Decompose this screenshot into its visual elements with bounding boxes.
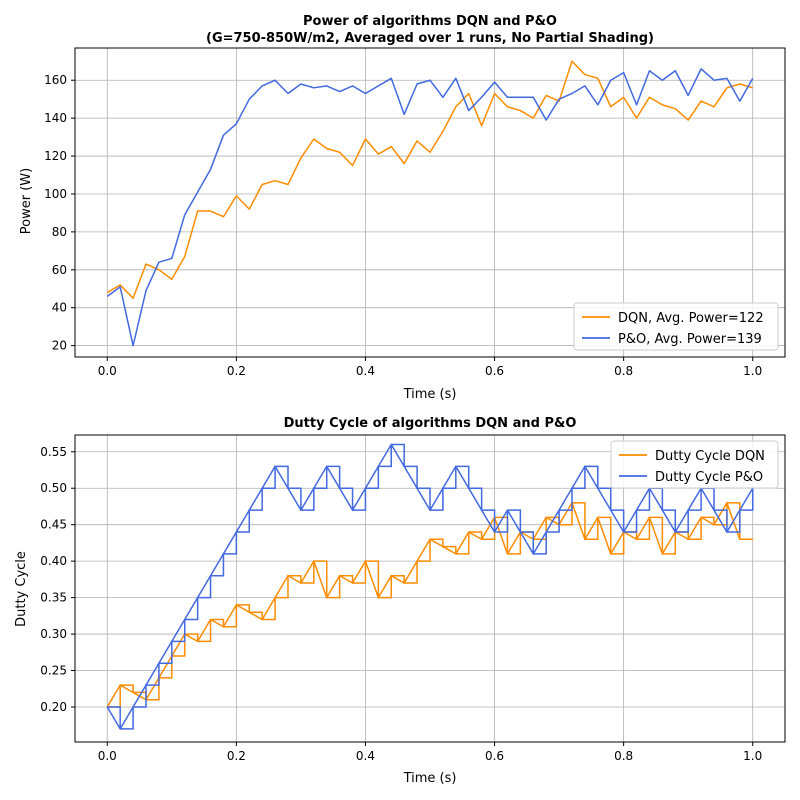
x-tick-label: 0.6: [485, 364, 504, 378]
power-chart: Power of algorithms DQN and P&O (G=750-8…: [19, 14, 786, 402]
x-tick-label: 0.0: [98, 749, 117, 763]
series-line-0: [106, 502, 753, 708]
y-tick-label: 0.25: [40, 664, 67, 678]
series-line-0: [106, 60, 753, 299]
x-tick-label: 0.2: [227, 749, 246, 763]
legend-label: Dutty Cycle DQN: [655, 449, 765, 464]
series-line-1: [106, 443, 754, 730]
power-chart-subtitle: (G=750-850W/m2, Averaged over 1 runs, No…: [206, 31, 654, 46]
duty-cycle-chart: Dutty Cycle of algorithms DQN and P&O Ti…: [14, 416, 786, 786]
y-tick-label: 60: [52, 263, 67, 277]
x-tick-label: 0.4: [356, 364, 375, 378]
legend-box: [610, 440, 779, 489]
duty-chart-x-label: Time (s): [403, 771, 457, 786]
y-tick-label: 120: [44, 149, 67, 163]
y-tick-label: 0.30: [40, 627, 67, 641]
plot-frame: [74, 47, 786, 358]
y-tick-label: 0.40: [40, 554, 67, 568]
y-tick-label: 160: [44, 73, 67, 87]
x-tick-label: 0.2: [227, 364, 246, 378]
series-line-1: [106, 68, 754, 347]
x-tick-label: 0.6: [485, 749, 504, 763]
power-chart-x-label: Time (s): [403, 387, 457, 402]
legend-label: P&O, Avg. Power=139: [618, 332, 762, 347]
y-tick-label: 100: [44, 187, 67, 201]
legend: DQN, Avg. Power=122 P&O, Avg. Power=139: [573, 302, 779, 351]
power-chart-y-label: Power (W): [19, 168, 34, 234]
x-tick-label: 0.8: [614, 749, 633, 763]
plot-frame: [74, 434, 786, 743]
x-tick-label: 1.0: [743, 749, 762, 763]
y-tick-label: 80: [52, 225, 67, 239]
y-tick-label: 20: [52, 339, 67, 353]
duty-chart-y-label: Dutty Cycle: [14, 551, 29, 627]
legend-box: [573, 302, 779, 351]
y-tick-label: 0.55: [40, 445, 67, 459]
x-tick-label: 0.8: [614, 364, 633, 378]
duty-chart-title: Dutty Cycle of algorithms DQN and P&O: [284, 416, 577, 431]
y-tick-label: 0.20: [40, 700, 67, 714]
y-tick-label: 0.45: [40, 518, 67, 532]
y-tick-label: 0.50: [40, 481, 67, 495]
y-tick-label: 40: [52, 301, 67, 315]
y-tick-label: 0.35: [40, 591, 67, 605]
legend-label: DQN, Avg. Power=122: [618, 311, 764, 326]
legend-label: Dutty Cycle P&O: [655, 470, 763, 485]
y-tick-label: 140: [44, 111, 67, 125]
power-chart-title: Power of algorithms DQN and P&O: [303, 14, 557, 29]
series-step-line-0: [107, 502, 753, 708]
x-tick-label: 0.0: [98, 364, 117, 378]
legend: Dutty Cycle DQN Dutty Cycle P&O: [610, 440, 779, 489]
x-tick-label: 1.0: [743, 364, 762, 378]
x-tick-label: 0.4: [356, 749, 375, 763]
